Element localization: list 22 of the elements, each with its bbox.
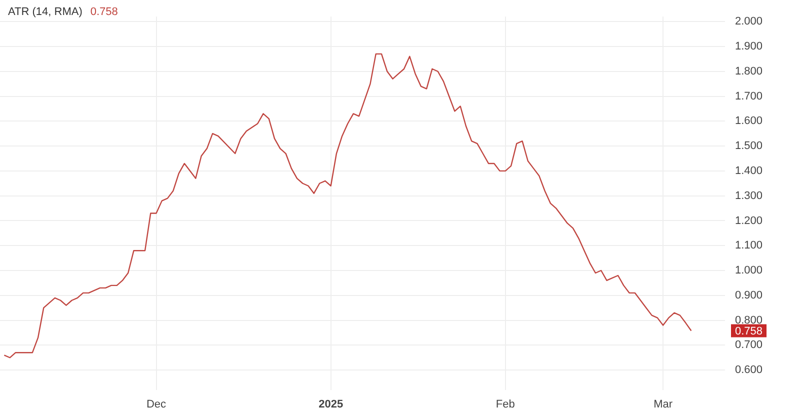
y-tick-label: 1.200 xyxy=(735,214,763,227)
y-tick-label: 0.900 xyxy=(735,289,763,302)
y-tick-label: 1.900 xyxy=(735,40,763,53)
y-tick-label: 1.400 xyxy=(735,164,763,177)
text: ATR (14, RMA) xyxy=(8,6,82,18)
y-tick-label: 2.000 xyxy=(735,16,763,28)
text: 0.758 xyxy=(735,325,763,338)
x-tick-label: Dec xyxy=(146,398,167,411)
x-tick-label: 2025 xyxy=(318,398,344,411)
y-tick-label: 1.000 xyxy=(735,264,763,277)
y-tick-label: 1.700 xyxy=(735,90,763,102)
x-tick-label: Mar xyxy=(654,398,673,411)
y-tick-label: 1.100 xyxy=(735,240,763,252)
x-tick-label: Feb xyxy=(496,398,515,411)
y-tick-label: 1.300 xyxy=(735,190,763,202)
y-tick-label: 0.700 xyxy=(735,339,763,352)
y-tick-label: 1.600 xyxy=(735,115,763,128)
annotation: 0.758 xyxy=(90,6,118,18)
y-tick-label: 0.800 xyxy=(735,314,763,326)
y-tick-label: 1.800 xyxy=(735,65,763,78)
y-tick-label: 1.500 xyxy=(735,140,763,152)
y-tick-label: 0.600 xyxy=(735,364,763,376)
